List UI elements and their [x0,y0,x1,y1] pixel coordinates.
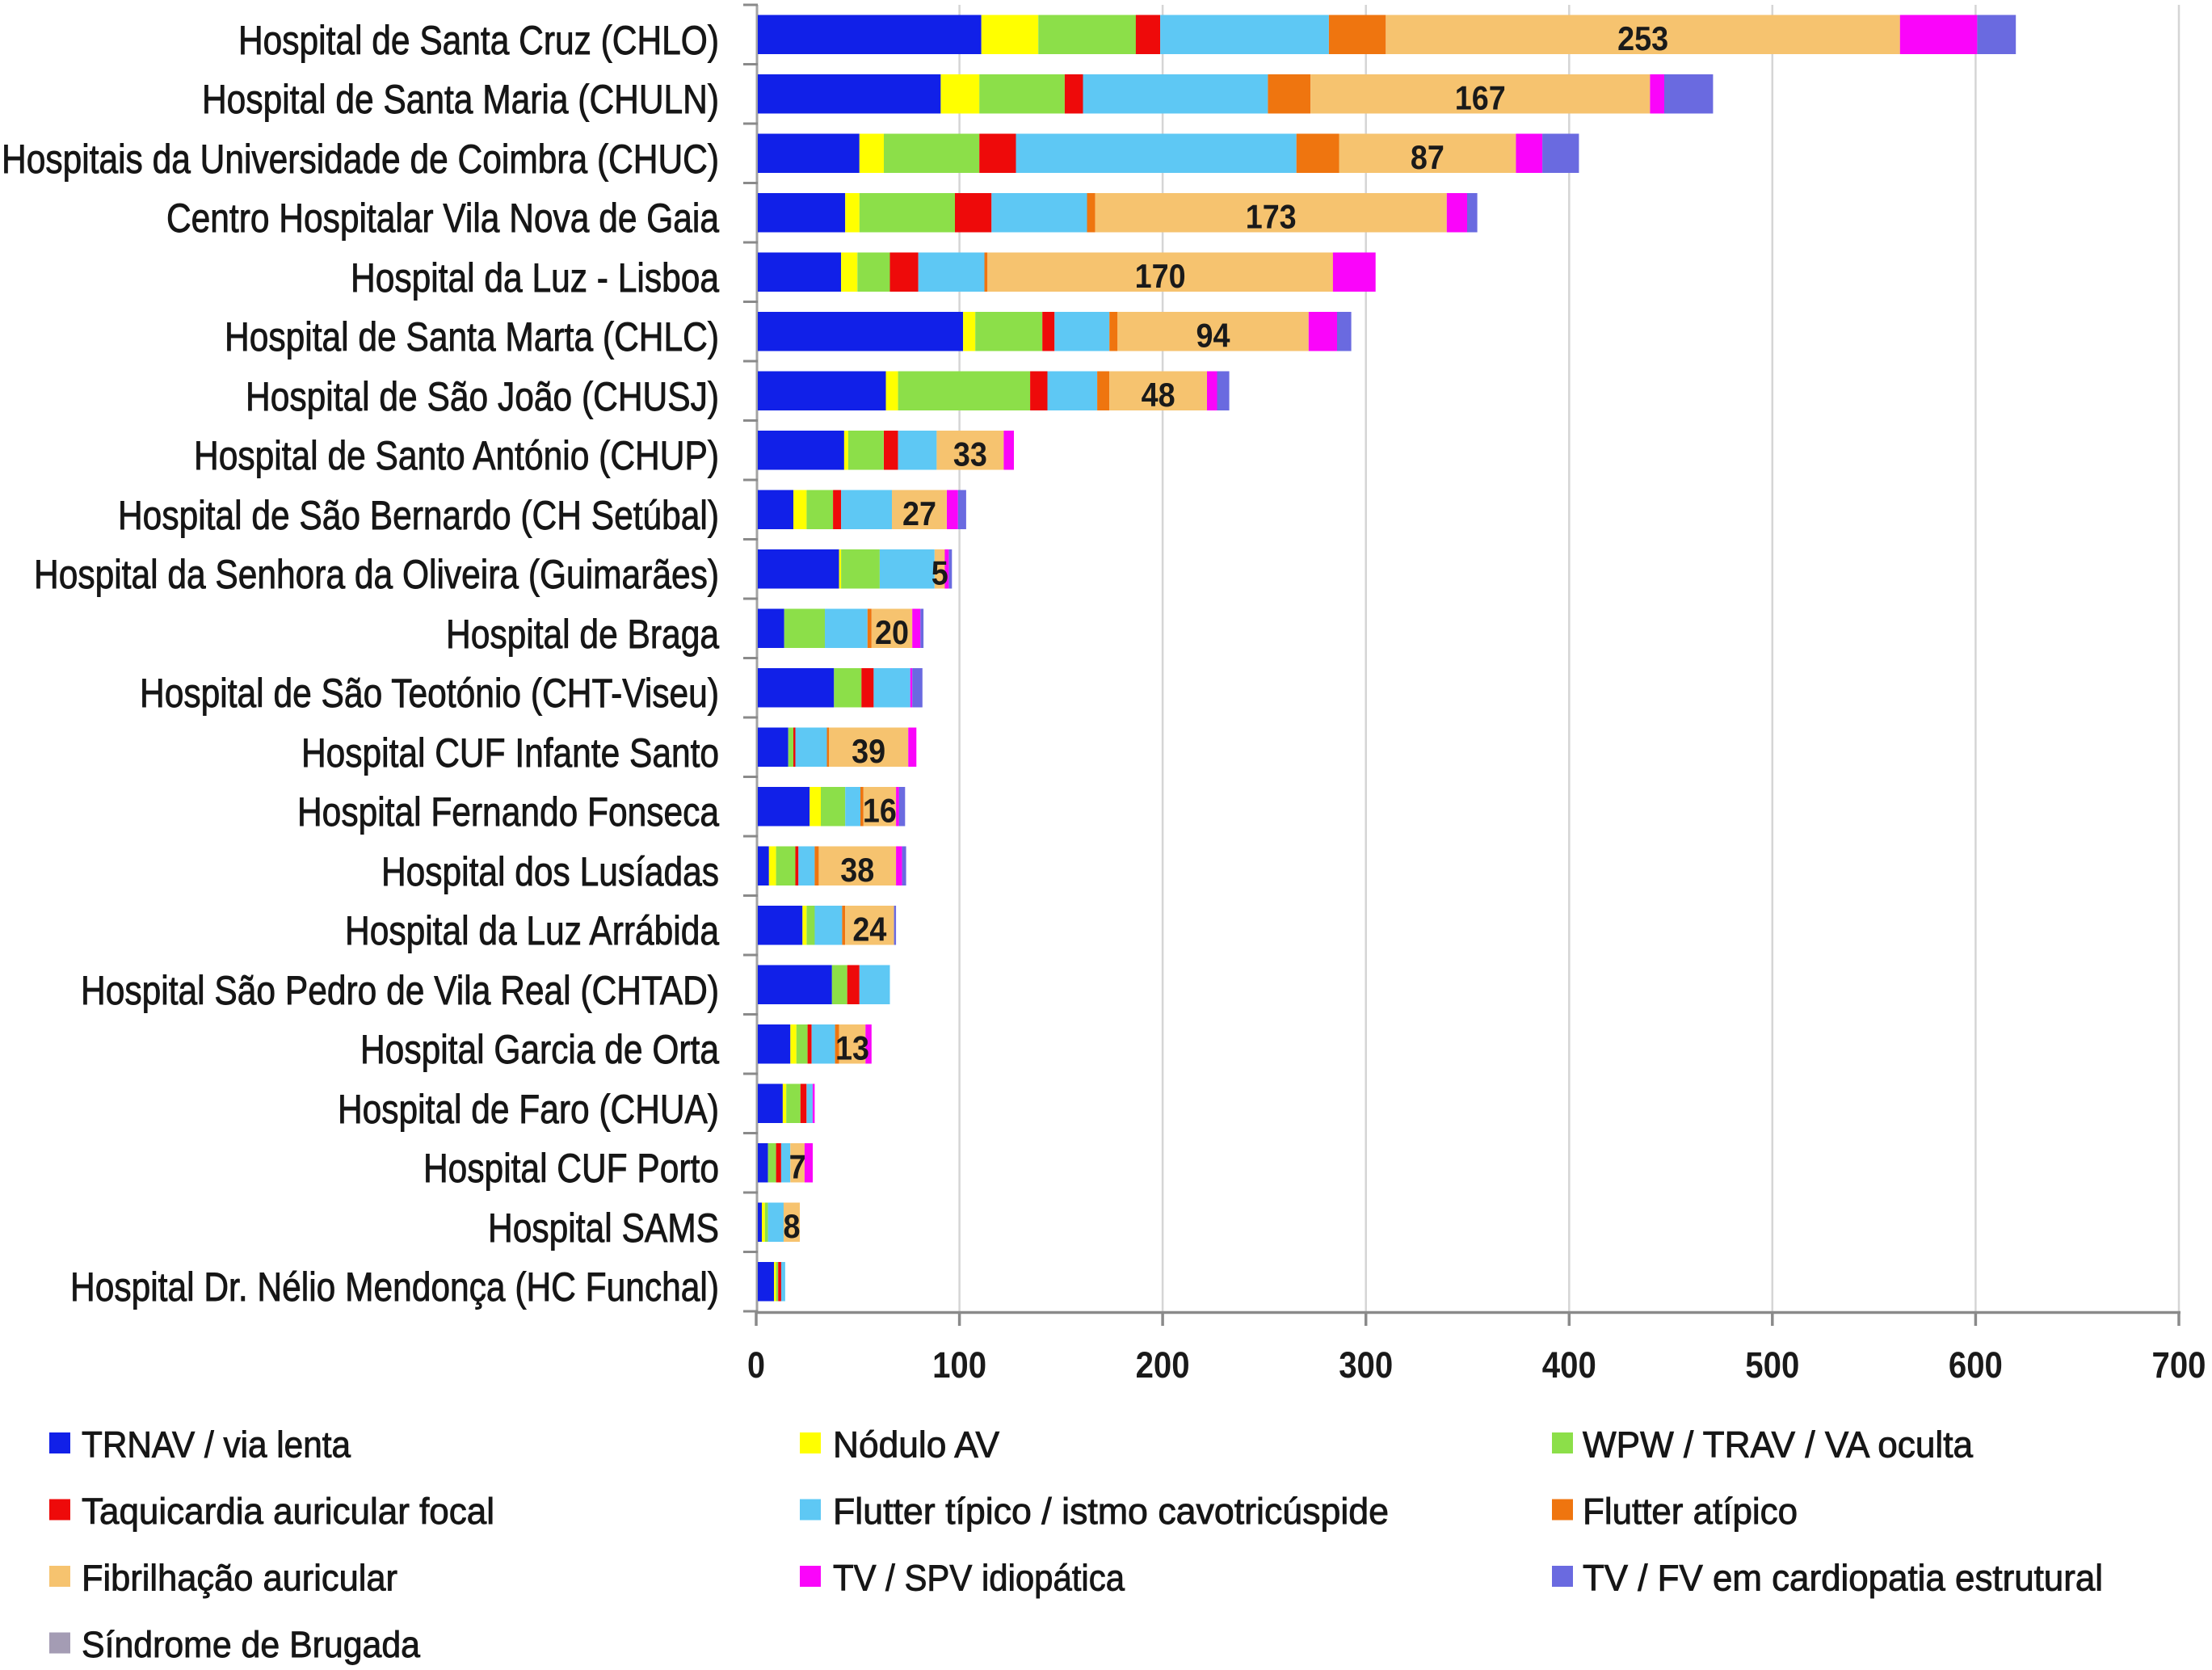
svg-text:Hospital Fernando Fonseca: Hospital Fernando Fonseca [297,789,719,835]
svg-text:87: 87 [1411,138,1445,176]
svg-text:Hospital de Santo António (CHU: Hospital de Santo António (CHUP) [194,433,719,478]
svg-text:Nódulo AV: Nódulo AV [833,1424,999,1466]
svg-text:TV / FV em cardiopatia estrutu: TV / FV em cardiopatia estrutural [1583,1558,2103,1599]
svg-text:Hospital São Pedro de Vila Rea: Hospital São Pedro de Vila Real (CHTAD) [81,968,719,1013]
svg-text:167: 167 [1455,79,1506,117]
svg-text:Hospitais da Universidade de C: Hospitais da Universidade de Coimbra (CH… [2,137,719,182]
svg-text:Hospital de São Bernardo (CH S: Hospital de São Bernardo (CH Setúbal) [118,493,719,538]
svg-text:Flutter atípico: Flutter atípico [1583,1491,1798,1532]
svg-text:Flutter típico / istmo cavotri: Flutter típico / istmo cavotricúspide [833,1491,1389,1532]
svg-text:173: 173 [1246,198,1297,236]
svg-text:Hospital da Luz - Lisboa: Hospital da Luz - Lisboa [351,255,719,301]
svg-text:48: 48 [1142,376,1175,414]
svg-text:300: 300 [1339,1344,1393,1386]
svg-text:0: 0 [747,1344,765,1386]
svg-text:600: 600 [1949,1344,2003,1386]
svg-text:WPW / TRAV / VA oculta: WPW / TRAV / VA oculta [1583,1424,1974,1466]
svg-text:Hospital de São João (CHUSJ): Hospital de São João (CHUSJ) [246,374,719,419]
svg-text:Centro Hospitalar Vila Nova de: Centro Hospitalar Vila Nova de Gaia [166,196,719,241]
svg-text:24: 24 [852,911,887,949]
svg-text:TRNAV / via lenta: TRNAV / via lenta [82,1424,351,1466]
svg-text:94: 94 [1196,317,1231,355]
svg-text:Hospital CUF Infante Santo: Hospital CUF Infante Santo [301,730,719,776]
svg-text:16: 16 [863,792,897,830]
svg-text:33: 33 [953,435,987,473]
svg-text:Hospital de Braga: Hospital de Braga [446,612,719,657]
svg-text:Hospital Garcia de Orta: Hospital Garcia de Orta [360,1027,719,1072]
svg-text:39: 39 [852,732,885,770]
svg-text:Hospital SAMS: Hospital SAMS [488,1205,719,1251]
svg-text:100: 100 [932,1344,986,1386]
svg-text:Síndrome de Brugada: Síndrome de Brugada [82,1624,421,1665]
svg-text:Taquicardia auricular focal: Taquicardia auricular focal [82,1491,494,1532]
svg-text:5: 5 [931,554,948,592]
svg-text:38: 38 [840,851,874,889]
svg-text:253: 253 [1617,19,1668,57]
svg-text:Fibrilhação auricular: Fibrilhação auricular [82,1558,397,1599]
svg-text:Hospital da Senhora da Oliveir: Hospital da Senhora da Oliveira (Guimarã… [34,552,719,597]
svg-text:Hospital dos Lusíadas: Hospital dos Lusíadas [381,849,719,894]
svg-text:27: 27 [902,494,936,532]
svg-text:Hospital de Santa Marta (CHLC): Hospital de Santa Marta (CHLC) [225,314,719,360]
svg-text:Hospital CUF Porto: Hospital CUF Porto [423,1146,719,1191]
svg-text:Hospital de Santa Cruz (CHLO): Hospital de Santa Cruz (CHLO) [238,18,719,63]
svg-text:8: 8 [784,1207,801,1245]
svg-text:7: 7 [789,1148,806,1186]
svg-text:170: 170 [1135,257,1186,295]
svg-text:20: 20 [875,613,909,651]
svg-text:13: 13 [835,1029,869,1067]
svg-text:TV / SPV idiopática: TV / SPV idiopática [833,1558,1125,1599]
svg-text:Hospital Dr. Nélio Mendonça (H: Hospital Dr. Nélio Mendonça (HC Funchal) [70,1264,719,1310]
svg-text:Hospital de Santa Maria (CHULN: Hospital de Santa Maria (CHULN) [202,77,719,122]
svg-text:400: 400 [1542,1344,1596,1386]
svg-text:500: 500 [1745,1344,1799,1386]
svg-text:700: 700 [2152,1344,2206,1386]
svg-text:Hospital de Faro (CHUA): Hospital de Faro (CHUA) [338,1087,719,1132]
svg-text:Hospital de São Teotónio (CHT-: Hospital de São Teotónio (CHT-Viseu) [140,671,719,716]
svg-text:Hospital da Luz Arrábida: Hospital da Luz Arrábida [345,908,719,953]
svg-text:200: 200 [1136,1344,1190,1386]
